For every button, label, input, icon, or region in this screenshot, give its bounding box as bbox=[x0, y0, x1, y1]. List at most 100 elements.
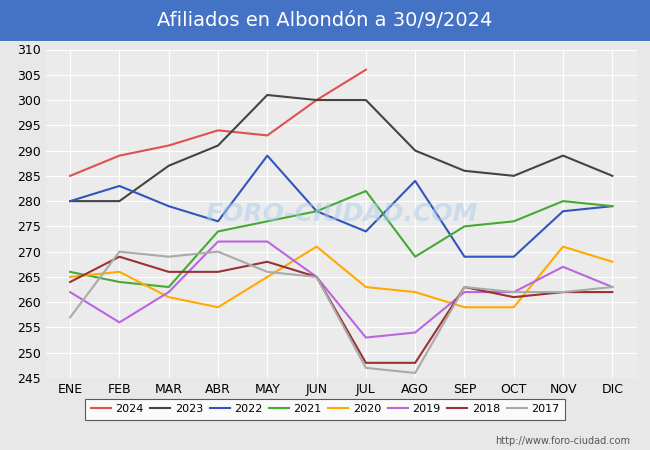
2024 bbox=[165, 143, 173, 148]
2019 bbox=[411, 330, 419, 335]
2017 bbox=[510, 289, 517, 295]
2022 bbox=[263, 153, 271, 158]
Line: 2019: 2019 bbox=[70, 242, 612, 338]
2024 bbox=[263, 133, 271, 138]
2024 bbox=[66, 173, 74, 179]
2019 bbox=[559, 264, 567, 270]
2021 bbox=[313, 208, 320, 214]
2020 bbox=[66, 274, 74, 279]
2022 bbox=[411, 178, 419, 184]
2018 bbox=[362, 360, 370, 365]
2022 bbox=[559, 208, 567, 214]
2020 bbox=[461, 305, 469, 310]
2020 bbox=[116, 269, 124, 274]
Text: http://www.foro-ciudad.com: http://www.foro-ciudad.com bbox=[495, 436, 630, 446]
2022 bbox=[362, 229, 370, 234]
Text: FORO-CIUDAD.COM: FORO-CIUDAD.COM bbox=[205, 202, 478, 226]
2024 bbox=[214, 128, 222, 133]
2022 bbox=[608, 203, 616, 209]
2021 bbox=[263, 219, 271, 224]
2019 bbox=[66, 289, 74, 295]
2021 bbox=[411, 254, 419, 259]
2018 bbox=[313, 274, 320, 279]
2020 bbox=[559, 244, 567, 249]
2023 bbox=[559, 153, 567, 158]
2020 bbox=[411, 289, 419, 295]
2023 bbox=[461, 168, 469, 174]
2019 bbox=[263, 239, 271, 244]
2017 bbox=[559, 289, 567, 295]
2021 bbox=[608, 203, 616, 209]
2017 bbox=[461, 284, 469, 290]
2022 bbox=[116, 183, 124, 189]
2021 bbox=[214, 229, 222, 234]
2023 bbox=[263, 92, 271, 98]
2023 bbox=[362, 97, 370, 103]
2018 bbox=[608, 289, 616, 295]
Line: 2017: 2017 bbox=[70, 252, 612, 373]
2022 bbox=[461, 254, 469, 259]
2021 bbox=[362, 188, 370, 194]
Line: 2021: 2021 bbox=[70, 191, 612, 287]
2018 bbox=[214, 269, 222, 274]
2020 bbox=[313, 244, 320, 249]
2018 bbox=[116, 254, 124, 259]
Line: 2020: 2020 bbox=[70, 247, 612, 307]
2020 bbox=[362, 284, 370, 290]
2023 bbox=[510, 173, 517, 179]
2017 bbox=[116, 249, 124, 254]
2022 bbox=[313, 208, 320, 214]
2023 bbox=[608, 173, 616, 179]
2020 bbox=[165, 294, 173, 300]
2018 bbox=[263, 259, 271, 265]
2023 bbox=[411, 148, 419, 153]
2022 bbox=[66, 198, 74, 204]
2018 bbox=[66, 279, 74, 285]
2018 bbox=[461, 284, 469, 290]
2019 bbox=[116, 320, 124, 325]
2019 bbox=[608, 284, 616, 290]
2023 bbox=[116, 198, 124, 204]
2019 bbox=[214, 239, 222, 244]
Legend: 2024, 2023, 2022, 2021, 2020, 2019, 2018, 2017: 2024, 2023, 2022, 2021, 2020, 2019, 2018… bbox=[85, 399, 565, 420]
2021 bbox=[510, 219, 517, 224]
2021 bbox=[461, 224, 469, 229]
2019 bbox=[461, 289, 469, 295]
2017 bbox=[362, 365, 370, 371]
2023 bbox=[165, 163, 173, 168]
2019 bbox=[313, 274, 320, 279]
2017 bbox=[313, 274, 320, 279]
2019 bbox=[510, 289, 517, 295]
2017 bbox=[66, 315, 74, 320]
2020 bbox=[608, 259, 616, 265]
2019 bbox=[165, 289, 173, 295]
2024 bbox=[313, 97, 320, 103]
2020 bbox=[263, 274, 271, 279]
2017 bbox=[165, 254, 173, 259]
Line: 2024: 2024 bbox=[70, 70, 366, 176]
2022 bbox=[165, 203, 173, 209]
2018 bbox=[559, 289, 567, 295]
2017 bbox=[411, 370, 419, 376]
2023 bbox=[66, 198, 74, 204]
2020 bbox=[510, 305, 517, 310]
2023 bbox=[313, 97, 320, 103]
Line: 2023: 2023 bbox=[70, 95, 612, 201]
2019 bbox=[362, 335, 370, 340]
2024 bbox=[116, 153, 124, 158]
2017 bbox=[214, 249, 222, 254]
Line: 2018: 2018 bbox=[70, 256, 612, 363]
2018 bbox=[411, 360, 419, 365]
Line: 2022: 2022 bbox=[70, 156, 612, 256]
2021 bbox=[66, 269, 74, 274]
2021 bbox=[559, 198, 567, 204]
2021 bbox=[165, 284, 173, 290]
2023 bbox=[214, 143, 222, 148]
2018 bbox=[510, 294, 517, 300]
2020 bbox=[214, 305, 222, 310]
2017 bbox=[608, 284, 616, 290]
2018 bbox=[165, 269, 173, 274]
2024 bbox=[362, 67, 370, 72]
2017 bbox=[263, 269, 271, 274]
2021 bbox=[116, 279, 124, 285]
